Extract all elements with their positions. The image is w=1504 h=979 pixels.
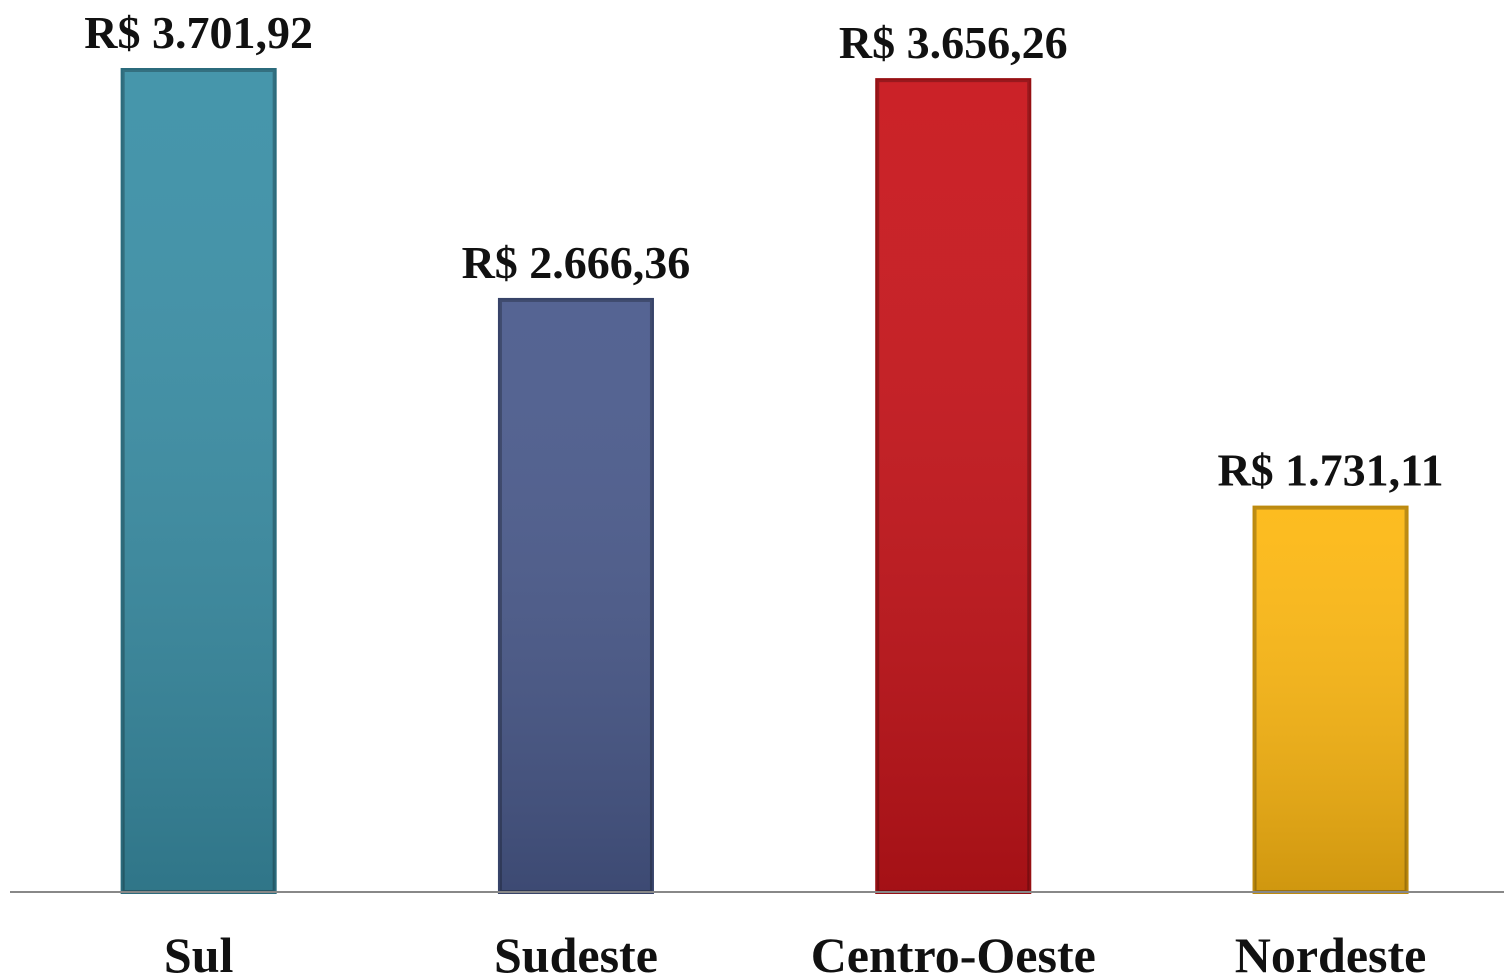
bar-shade (875, 78, 1032, 894)
bar-shade (497, 297, 654, 894)
x-tick-label: Centro-Oeste (811, 927, 1096, 979)
x-tick-label: Nordeste (1235, 927, 1427, 979)
x-tick-label: Sul (164, 927, 234, 979)
bar-shade (1252, 505, 1409, 894)
data-label: R$ 3.701,92 (84, 7, 313, 58)
data-label: R$ 1.731,11 (1217, 445, 1443, 496)
x-tick-label: Sudeste (494, 927, 658, 979)
bar-shade (120, 68, 277, 894)
data-label: R$ 3.656,26 (839, 17, 1068, 68)
data-label: R$ 2.666,36 (462, 237, 691, 288)
